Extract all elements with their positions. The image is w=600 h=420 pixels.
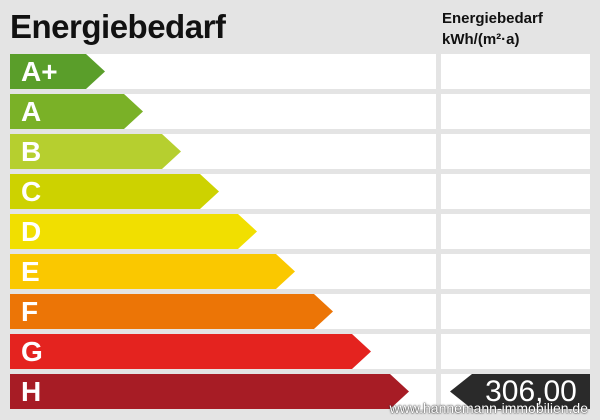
value-cell bbox=[441, 334, 590, 369]
class-label: D bbox=[21, 216, 42, 247]
value-cell bbox=[441, 174, 590, 209]
current-value-marker: 306,00 bbox=[450, 374, 590, 409]
class-arrow-shape bbox=[10, 94, 143, 129]
value-cell bbox=[441, 254, 590, 289]
column-header: Energiebedarf kWh/(m²·a) bbox=[442, 8, 543, 50]
column-header-line2: kWh/(m²·a) bbox=[442, 31, 520, 48]
class-arrow bbox=[10, 214, 258, 249]
class-arrow-shape bbox=[10, 134, 181, 169]
class-arrow-shape bbox=[10, 334, 371, 369]
class-arrow bbox=[10, 334, 372, 369]
class-arrow-shape bbox=[10, 374, 409, 409]
class-arrow bbox=[10, 374, 410, 409]
class-label: C bbox=[21, 176, 42, 207]
class-label: B bbox=[21, 136, 42, 167]
class-label: E bbox=[21, 256, 40, 287]
marker-arrow-shape bbox=[450, 374, 590, 409]
class-label: G bbox=[21, 336, 43, 367]
value-cell bbox=[441, 94, 590, 129]
class-label: A bbox=[21, 96, 42, 127]
class-arrow-shape bbox=[10, 54, 105, 89]
class-arrow bbox=[10, 54, 106, 89]
class-label: H bbox=[21, 376, 42, 407]
value-cell bbox=[441, 134, 590, 169]
class-arrow bbox=[10, 94, 144, 129]
value-cell bbox=[441, 214, 590, 249]
page-title: Energiebedarf bbox=[10, 8, 226, 45]
class-arrow-shape bbox=[10, 214, 257, 249]
value-cell bbox=[441, 54, 590, 89]
class-arrow-shape bbox=[10, 294, 333, 329]
class-arrow bbox=[10, 294, 334, 329]
class-arrow-shape bbox=[10, 254, 295, 289]
current-value: 306,00 bbox=[485, 375, 577, 408]
column-header-line1: Energiebedarf bbox=[442, 10, 543, 27]
value-cell bbox=[441, 294, 590, 329]
class-arrow bbox=[10, 174, 220, 209]
class-arrow bbox=[10, 254, 296, 289]
class-label: A+ bbox=[21, 56, 58, 87]
class-arrow bbox=[10, 134, 182, 169]
class-arrow-shape bbox=[10, 174, 219, 209]
watermark: www.hannemann-immobilien.de bbox=[389, 400, 588, 416]
class-label: F bbox=[21, 296, 39, 327]
